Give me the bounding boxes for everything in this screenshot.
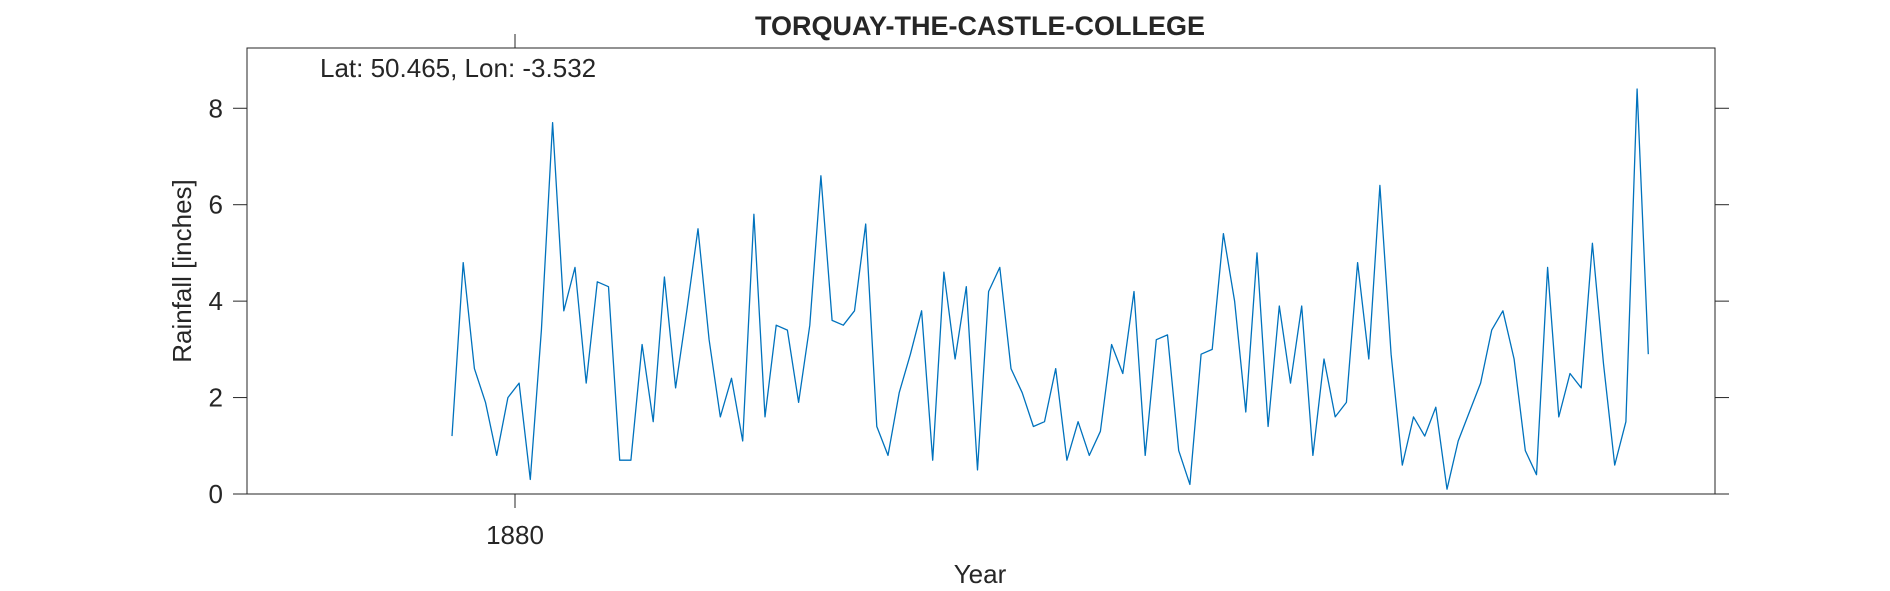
y-axis-label: Rainfall [inches] [167,179,197,363]
y-tick-label: 8 [209,93,223,123]
rainfall-series-line [451,88,1649,490]
x-axis-ticks: 1880 [486,34,544,550]
plot-area [246,47,1716,495]
series-layer [451,88,1649,490]
x-axis-label: Year [954,559,1007,589]
y-tick-label: 6 [209,190,223,220]
chart-title: TORQUAY-THE-CASTLE-COLLEGE [755,11,1205,41]
location-annotation: Lat: 50.465, Lon: -3.532 [320,53,596,83]
x-tick-label: 1880 [486,520,544,550]
y-tick-label: 0 [209,479,223,509]
y-tick-label: 2 [209,383,223,413]
y-axis-ticks: 0 2 4 6 8 [209,93,1729,509]
y-tick-label: 4 [209,286,223,316]
